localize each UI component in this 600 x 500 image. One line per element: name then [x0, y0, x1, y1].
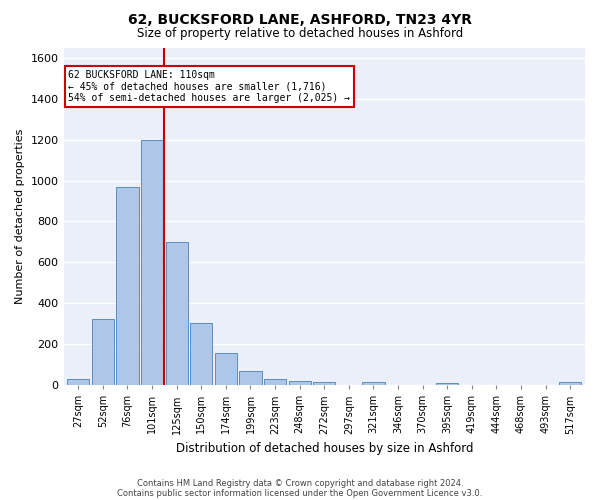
Bar — [67, 379, 89, 385]
Bar — [141, 140, 163, 385]
Bar — [215, 354, 237, 385]
Text: Size of property relative to detached houses in Ashford: Size of property relative to detached ho… — [137, 28, 463, 40]
Bar — [116, 186, 139, 385]
Bar — [190, 322, 212, 385]
Bar — [166, 242, 188, 385]
Text: 62, BUCKSFORD LANE, ASHFORD, TN23 4YR: 62, BUCKSFORD LANE, ASHFORD, TN23 4YR — [128, 12, 472, 26]
Text: 62 BUCKSFORD LANE: 110sqm
← 45% of detached houses are smaller (1,716)
54% of se: 62 BUCKSFORD LANE: 110sqm ← 45% of detac… — [68, 70, 350, 103]
Bar — [436, 383, 458, 385]
Bar — [559, 382, 581, 385]
Bar — [362, 382, 385, 385]
Bar — [239, 371, 262, 385]
Text: Contains HM Land Registry data © Crown copyright and database right 2024.: Contains HM Land Registry data © Crown c… — [137, 478, 463, 488]
Bar — [289, 381, 311, 385]
Text: Contains public sector information licensed under the Open Government Licence v3: Contains public sector information licen… — [118, 488, 482, 498]
Bar — [92, 318, 114, 385]
X-axis label: Distribution of detached houses by size in Ashford: Distribution of detached houses by size … — [176, 442, 473, 455]
Bar — [264, 379, 286, 385]
Y-axis label: Number of detached properties: Number of detached properties — [15, 128, 25, 304]
Bar — [313, 382, 335, 385]
